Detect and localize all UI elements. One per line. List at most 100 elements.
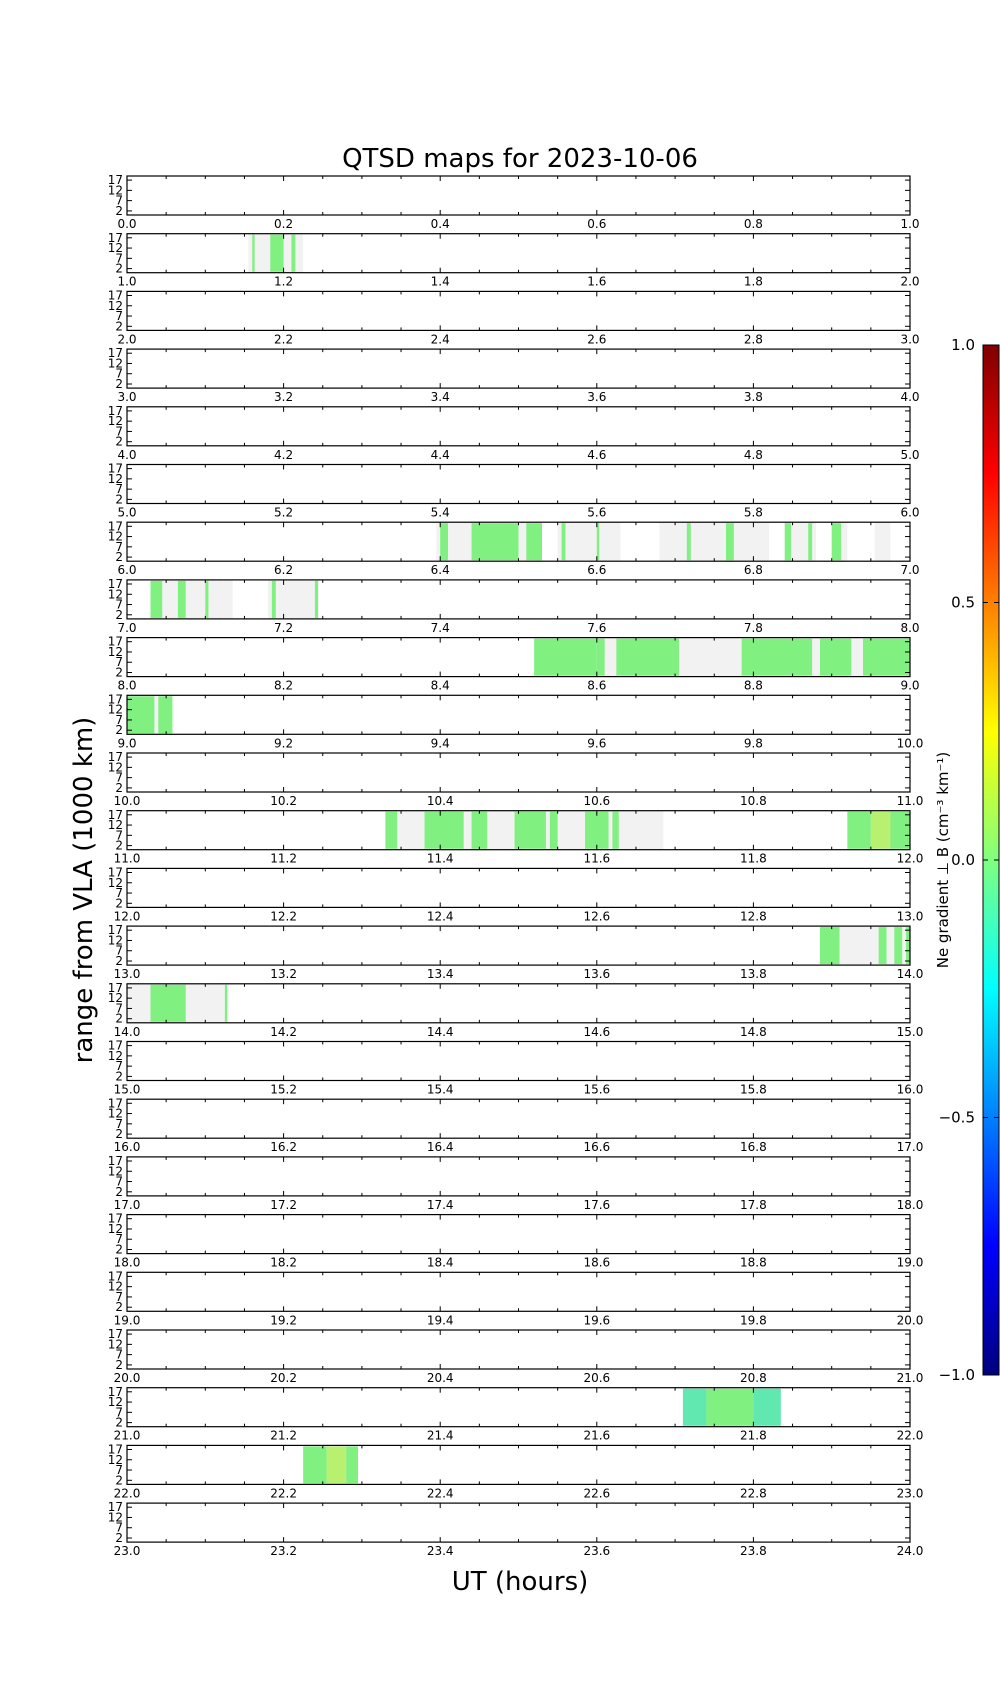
gradient-band <box>549 811 558 849</box>
y-tick-label: 2 <box>115 1300 123 1314</box>
colorbar-tick-label: 0.0 <box>951 851 975 869</box>
coverage-region <box>659 522 770 562</box>
x-tick-label: 3.0 <box>117 390 136 404</box>
colorbar: 1.0 0.5 0.0 −0.5 −1.0 Ne gradient ⊥ B (cm⁻³ … <box>934 336 1000 1384</box>
panel-frame <box>126 290 911 331</box>
x-tick-label: 22.6 <box>583 1486 610 1500</box>
x-tick-label: 6.0 <box>900 506 919 520</box>
y-tick-label: 12 <box>108 587 123 601</box>
panel-frame <box>126 348 911 389</box>
y-tick-label: 2 <box>115 723 123 737</box>
x-tick-label: 16.4 <box>427 1140 454 1154</box>
y-tick-label: 2 <box>115 1012 123 1026</box>
y-tick-label: 7 <box>115 655 123 669</box>
colorbar-tick-label: 1.0 <box>951 336 975 354</box>
y-tick-label: 7 <box>115 1117 123 1131</box>
y-tick-label: 2 <box>115 1531 123 1545</box>
x-tick-label: 4.8 <box>744 448 763 462</box>
x-tick-label: 13.8 <box>740 967 767 981</box>
gradient-band <box>158 696 173 734</box>
x-tick-label: 21.6 <box>583 1429 610 1443</box>
x-tick-label: 2.6 <box>587 332 606 346</box>
gradient-band <box>847 811 871 849</box>
gradient-band <box>205 580 209 618</box>
y-tick-label: 12 <box>108 760 123 774</box>
y-tick-label: 12 <box>108 645 123 659</box>
y-tick-label: 2 <box>115 550 123 564</box>
x-tick-label: 10.6 <box>583 794 610 808</box>
y-tick-label: 12 <box>108 1222 123 1236</box>
panel-frame <box>126 867 911 909</box>
y-tick-label: 7 <box>115 1463 123 1477</box>
x-tick-label: 9.0 <box>900 679 919 693</box>
panel-frame <box>126 463 911 505</box>
y-tick-label: 12 <box>108 472 123 486</box>
y-tick-label: 12 <box>108 530 123 544</box>
x-tick-label: 6.0 <box>117 563 136 577</box>
y-tick-label: 7 <box>115 1348 123 1362</box>
y-tick-label: 12 <box>108 703 123 717</box>
y-tick-label: 2 <box>115 839 123 853</box>
chart-title: QTSD maps for 2023-10-06 <box>342 144 698 174</box>
gradient-band <box>150 984 186 1022</box>
x-tick-label: 4.6 <box>587 448 606 462</box>
panel-frame <box>126 1271 911 1312</box>
x-tick-label: 0.2 <box>274 217 293 231</box>
y-tick-label: 2 <box>115 608 123 622</box>
x-tick-label: 18.6 <box>583 1256 610 1270</box>
y-tick-label: 17 <box>108 692 123 706</box>
panel-frame <box>126 1156 911 1197</box>
y-tick-label: 17 <box>108 289 123 303</box>
x-tick-label: 15.0 <box>897 1025 924 1039</box>
gradient-band <box>616 638 680 676</box>
y-tick-label: 2 <box>115 435 123 449</box>
y-tick-label: 7 <box>115 771 123 785</box>
x-tick-label: 12.0 <box>897 852 924 866</box>
x-tick-label: 13.2 <box>270 967 297 981</box>
gradient-band <box>753 1388 781 1426</box>
y-tick-label: 2 <box>115 1127 123 1141</box>
y-tick-label: 17 <box>108 923 123 937</box>
x-tick-label: 13.6 <box>583 967 610 981</box>
panel-frame <box>126 1213 911 1255</box>
x-tick-label: 5.2 <box>274 506 293 520</box>
x-tick-label: 6.8 <box>744 563 763 577</box>
y-tick-label: 12 <box>108 356 123 370</box>
x-tick-label: 10.4 <box>427 794 454 808</box>
y-tick-label: 7 <box>115 482 123 496</box>
gradient-band <box>346 1446 358 1484</box>
x-tick-label: 11.0 <box>897 794 924 808</box>
y-tick-label: 17 <box>108 1154 123 1168</box>
y-tick-label: 7 <box>115 251 123 265</box>
y-tick-label: 17 <box>108 462 123 476</box>
x-tick-label: 22.4 <box>427 1486 454 1500</box>
x-tick-label: 7.0 <box>117 621 136 635</box>
gradient-band <box>471 523 519 561</box>
y-tick-label: 2 <box>115 1185 123 1199</box>
x-tick-label: 3.4 <box>431 390 450 404</box>
x-tick-label: 18.0 <box>897 1198 924 1212</box>
x-tick-label: 8.6 <box>587 679 606 693</box>
gradient-band <box>612 811 619 849</box>
gradient-band <box>686 523 691 561</box>
x-tick-label: 13.0 <box>114 967 141 981</box>
gradient-band <box>224 984 228 1022</box>
y-tick-label: 12 <box>108 183 123 197</box>
x-tick-label: 4.0 <box>900 390 919 404</box>
gradient-band <box>831 523 842 561</box>
x-tick-label: 19.0 <box>114 1313 141 1327</box>
y-tick-label: 2 <box>115 665 123 679</box>
x-tick-label: 22.0 <box>114 1486 141 1500</box>
x-tick-label: 16.6 <box>583 1140 610 1154</box>
x-tick-label: 14.4 <box>427 1025 454 1039</box>
gradient-band <box>878 927 887 965</box>
x-tick-label: 11.8 <box>740 852 767 866</box>
y-tick-label: 17 <box>108 173 123 187</box>
x-tick-label: 11.6 <box>583 852 610 866</box>
